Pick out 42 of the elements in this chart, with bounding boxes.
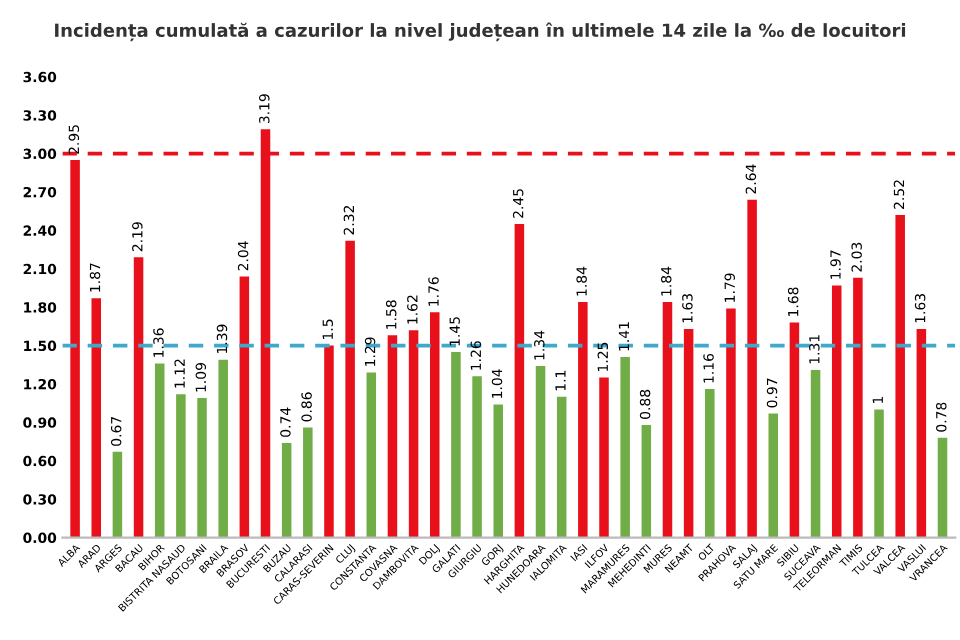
bar	[239, 276, 250, 538]
bar	[726, 308, 736, 538]
bar	[281, 442, 292, 538]
bar	[70, 160, 80, 538]
bar	[451, 352, 461, 538]
bar	[705, 389, 715, 538]
chart-title: Incidența cumulată a cazurilor la nivel județean în ultimele 14 zile la ‰ de locuitori	[55, 22, 906, 42]
bar	[662, 302, 673, 538]
bar	[472, 376, 482, 538]
bar	[916, 328, 927, 538]
bar	[303, 427, 313, 538]
bar	[154, 363, 165, 538]
bar	[112, 451, 123, 538]
bar	[514, 224, 525, 538]
bar	[874, 409, 884, 538]
bar	[810, 369, 821, 538]
bar	[853, 277, 863, 538]
bar	[133, 257, 144, 538]
bar	[895, 215, 905, 538]
bar	[768, 413, 779, 538]
bar	[218, 359, 228, 538]
bar	[556, 396, 567, 538]
bar	[197, 398, 207, 538]
bar	[408, 330, 419, 538]
bar	[324, 345, 334, 538]
bar	[599, 377, 609, 538]
bar	[789, 322, 800, 538]
bar	[91, 298, 102, 538]
bar	[429, 312, 440, 538]
bar	[493, 404, 503, 538]
bar	[937, 437, 948, 538]
bar	[176, 394, 186, 538]
bar	[366, 372, 377, 538]
bar	[578, 302, 588, 538]
bar	[535, 366, 546, 538]
bar	[831, 285, 842, 538]
bar	[620, 357, 630, 538]
bar	[387, 335, 398, 538]
bar	[345, 240, 355, 538]
bar	[747, 199, 757, 538]
bar	[641, 424, 652, 538]
bar	[683, 328, 694, 538]
